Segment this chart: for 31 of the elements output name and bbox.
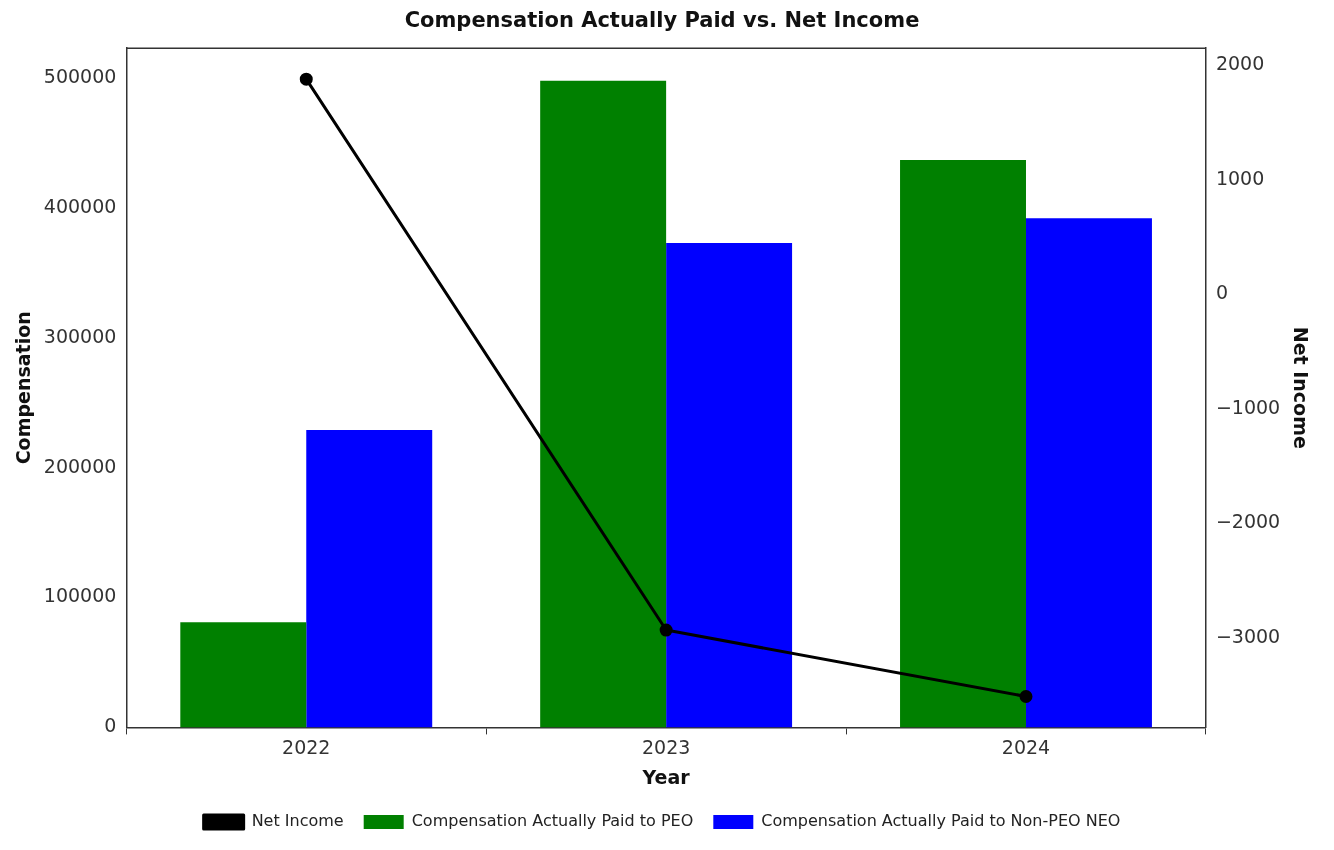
y2-axis-title: Net Income — [1289, 326, 1312, 449]
legend-label: Net Income — [251, 811, 344, 831]
point — [659, 623, 673, 637]
x-tick-label: 2022 — [282, 735, 331, 758]
bar — [666, 243, 793, 728]
y-axis-title: Compensation — [12, 311, 35, 465]
y2-tick-label: 2000 — [1215, 52, 1265, 75]
point — [299, 72, 313, 86]
x-axis-title: Year — [641, 765, 691, 788]
y-tick-label: 0 — [104, 714, 117, 737]
bar — [180, 622, 307, 728]
y-tick-label: 500000 — [43, 65, 117, 88]
y-tick-label: 200000 — [43, 454, 117, 477]
point — [1019, 689, 1033, 703]
x-tick-label: 2023 — [641, 735, 691, 758]
y-tick-label: 100000 — [43, 584, 117, 607]
bar — [1025, 218, 1152, 728]
legend-label: Compensation Actually Paid to PEO — [411, 811, 694, 831]
y2-tick-label: −1000 — [1215, 395, 1281, 418]
bar — [900, 159, 1026, 728]
chart-title: Compensation Actually Paid vs. Net Income — [404, 8, 920, 33]
y2-tick-label: 1000 — [1215, 166, 1265, 189]
x-tick-label: 2024 — [1001, 735, 1051, 758]
y-tick-label: 400000 — [43, 194, 117, 217]
y2-tick-label: 0 — [1215, 281, 1229, 304]
legend-label: Compensation Actually Paid to Non-PEO NEO — [761, 811, 1121, 831]
y2-tick-label: −2000 — [1215, 510, 1281, 533]
bar — [306, 430, 433, 728]
y-tick-label: 300000 — [43, 324, 117, 347]
bar — [540, 80, 667, 728]
y2-tick-label: −3000 — [1215, 625, 1281, 647]
